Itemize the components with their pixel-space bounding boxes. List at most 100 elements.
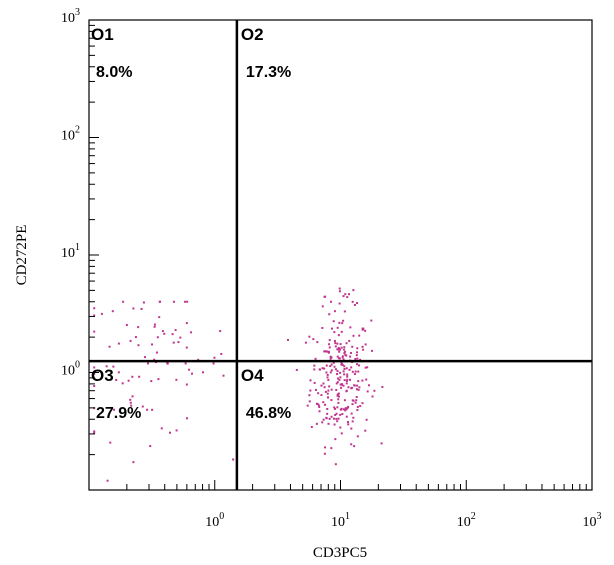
event-point [349, 355, 352, 358]
event-point [339, 348, 342, 351]
event-point [350, 412, 353, 415]
event-point [351, 399, 354, 402]
event-point [331, 327, 334, 330]
event-point [344, 293, 347, 296]
event-point [151, 343, 154, 346]
event-point [309, 379, 312, 382]
event-point [321, 326, 324, 329]
event-point [344, 407, 347, 410]
event-point [321, 305, 324, 308]
event-point [338, 378, 341, 381]
event-point [334, 413, 337, 416]
event-point [342, 358, 345, 361]
event-point [356, 384, 359, 387]
event-point [348, 368, 351, 371]
event-point [340, 383, 343, 386]
event-point [220, 352, 223, 355]
event-point [334, 342, 337, 345]
event-point [359, 358, 362, 361]
event-point [232, 458, 235, 461]
event-point [310, 426, 313, 429]
quadrant-percent: 8.0% [96, 64, 132, 81]
event-point [329, 371, 332, 374]
event-point [354, 370, 357, 373]
quadrant-percent: 17.3% [246, 64, 291, 81]
event-point [109, 441, 112, 444]
event-point [348, 378, 351, 381]
quadrant-gates [89, 20, 592, 490]
event-point [347, 423, 350, 426]
event-point [339, 408, 342, 411]
event-point [329, 365, 332, 368]
event-point [342, 295, 345, 298]
event-point [129, 339, 132, 342]
x-tick-label: 101 [331, 511, 350, 530]
event-point [358, 364, 361, 367]
event-point [318, 368, 321, 371]
event-point [332, 417, 335, 420]
event-point [324, 403, 327, 406]
event-point [333, 406, 336, 409]
event-point [153, 325, 156, 328]
event-point [320, 384, 323, 387]
event-point [330, 447, 333, 450]
event-point [328, 343, 331, 346]
y-tick-label: 103 [61, 7, 80, 26]
event-point [353, 384, 356, 387]
event-point [340, 346, 343, 349]
event-point [341, 355, 344, 358]
event-point [188, 368, 191, 371]
event-point [323, 367, 326, 370]
scatter-points [93, 287, 384, 482]
event-point [353, 303, 356, 306]
event-point [185, 417, 188, 420]
event-point [144, 356, 147, 359]
event-point [137, 326, 140, 329]
event-point [313, 368, 316, 371]
event-point [346, 407, 349, 410]
event-point [361, 402, 364, 405]
event-point [111, 310, 114, 313]
event-point [350, 427, 353, 430]
event-point [351, 403, 354, 406]
y-tick-label: 102 [61, 125, 80, 144]
event-point [328, 385, 331, 388]
event-point [343, 367, 346, 370]
event-point [366, 366, 369, 369]
event-point [356, 351, 359, 354]
event-point [337, 395, 340, 398]
quadrant-name: O3 [91, 366, 114, 385]
event-point [142, 301, 145, 304]
event-point [339, 383, 342, 386]
event-point [345, 342, 348, 345]
event-point [127, 379, 130, 382]
event-point [158, 300, 161, 303]
event-point [318, 405, 321, 408]
event-point [359, 405, 362, 408]
event-point [339, 376, 342, 379]
event-point [323, 452, 326, 455]
event-point [347, 405, 350, 408]
event-point [322, 418, 325, 421]
event-point [371, 395, 374, 398]
event-point [339, 343, 342, 346]
event-point [339, 426, 342, 429]
event-point [185, 383, 188, 386]
event-point [356, 357, 359, 360]
event-point [106, 479, 109, 482]
event-point [140, 307, 143, 310]
event-point [352, 289, 355, 292]
event-point [147, 362, 150, 365]
event-point [334, 368, 337, 371]
event-point [329, 300, 332, 303]
event-point [172, 341, 175, 344]
event-point [343, 373, 346, 376]
event-point [351, 420, 354, 423]
event-point [186, 300, 189, 303]
event-point [336, 393, 339, 396]
event-point [93, 307, 96, 310]
event-point [201, 371, 204, 374]
event-point [333, 331, 336, 334]
event-point [381, 385, 384, 388]
event-point [365, 418, 368, 421]
